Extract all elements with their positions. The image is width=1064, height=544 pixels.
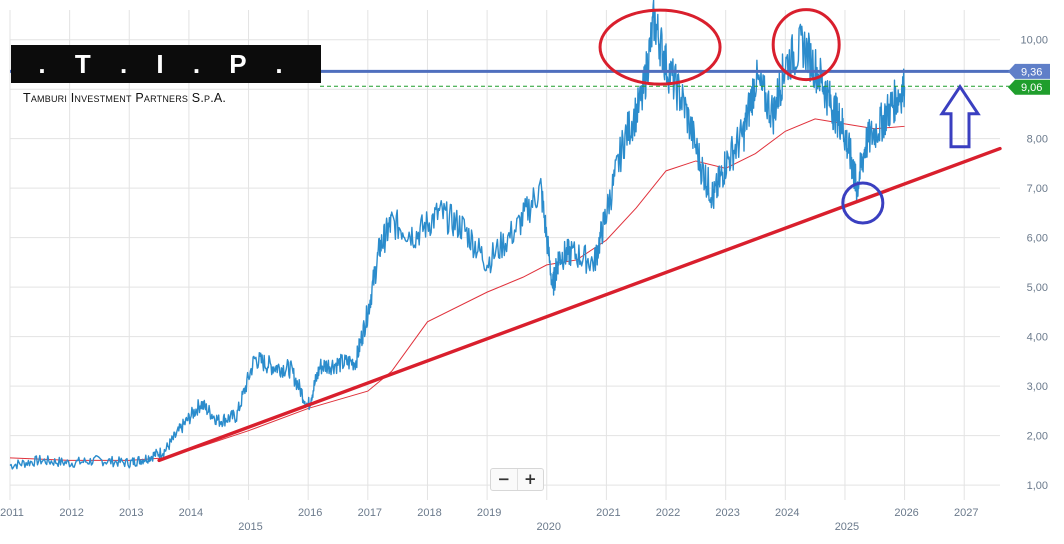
price-series-line	[9, 0, 906, 470]
x-tick-label: 2024	[775, 507, 799, 519]
x-tick-label: 2027	[954, 507, 978, 519]
x-tick-label: 2022	[656, 507, 680, 519]
logo-text: . T . I . P .	[38, 49, 294, 79]
low-highlight-circle	[841, 181, 885, 225]
y-tick-label: 8,00	[1027, 134, 1048, 146]
annotations	[598, 8, 981, 225]
y-tick-label: 7,00	[1027, 183, 1048, 195]
y-tick-label: 3,00	[1027, 381, 1048, 393]
x-tick-label: 2021	[596, 507, 620, 519]
x-tick-label: 2014	[179, 507, 203, 519]
y-axis: 1,002,003,004,005,006,007,008,009,0010,0…	[1020, 35, 1048, 492]
x-tick-label: 2015	[238, 521, 262, 533]
x-tick-label: 2017	[358, 507, 382, 519]
up-arrow-icon	[939, 84, 981, 149]
x-axis: 2011 2012 2013 2014 2016 2017 2018 2019 2021 2022…	[0, 507, 978, 533]
x-tick-label: 2025	[835, 521, 859, 533]
x-tick-label: 2020	[537, 521, 561, 533]
last-price-badge: 9,06	[1008, 79, 1050, 95]
x-tick-label: 2018	[417, 507, 441, 519]
company-logo: . T . I . P .	[11, 45, 321, 83]
zoom-out-button[interactable]: −	[497, 470, 511, 488]
zoom-in-button[interactable]: +	[516, 469, 544, 490]
x-tick-label: 2026	[894, 507, 918, 519]
y-tick-label: 6,00	[1027, 233, 1048, 245]
top-highlight-ellipse	[598, 8, 722, 86]
x-tick-label: 2016	[298, 507, 322, 519]
y-tick-label: 1,00	[1027, 480, 1048, 492]
top-highlight-ellipse	[771, 8, 841, 82]
y-tick-label: 5,00	[1027, 282, 1048, 294]
resistance-price-badge: 9,36	[1008, 63, 1050, 79]
y-tick-label: 4,00	[1027, 332, 1048, 344]
y-tick-label: 2,00	[1027, 431, 1048, 443]
moving-average-line	[9, 118, 905, 461]
x-tick-label: 2013	[119, 507, 143, 519]
last-price-label: 9,06	[1021, 82, 1042, 94]
company-name: Tamburi Investment Partners S.p.A.	[23, 91, 227, 105]
x-tick-label: 2019	[477, 507, 501, 519]
rising-trendline	[157, 146, 1002, 463]
x-tick-label: 2012	[59, 507, 83, 519]
y-tick-label: 10,00	[1020, 35, 1048, 47]
zoom-controls: − +	[490, 468, 544, 491]
resistance-price-label: 9,36	[1021, 66, 1042, 78]
x-tick-label: 2023	[715, 507, 739, 519]
x-tick-label: 2011	[0, 507, 24, 519]
